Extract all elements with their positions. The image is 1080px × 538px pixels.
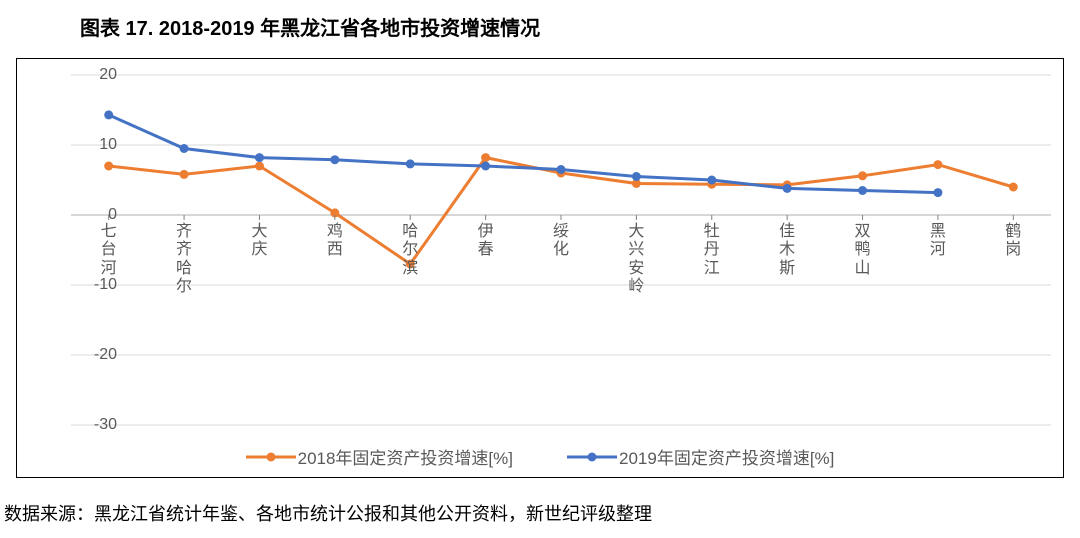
- series-marker: [707, 176, 716, 185]
- x-tick-label: 哈尔滨: [400, 223, 420, 278]
- y-tick-label: -20: [77, 346, 117, 364]
- series-marker: [1009, 183, 1018, 192]
- chart-frame: -30-20-1001020 七台河齐齐哈尔大庆鸡西哈尔滨伊春绥化大兴安岭牡丹江…: [16, 58, 1064, 478]
- series-marker: [481, 153, 490, 162]
- series-marker: [104, 110, 113, 119]
- series-marker: [858, 186, 867, 195]
- series-marker: [858, 171, 867, 180]
- legend: 2018年固定资产投资增速[%] 2019年固定资产投资增速[%]: [17, 444, 1063, 469]
- legend-label: 2019年固定资产投资增速[%]: [619, 444, 834, 469]
- x-tick-label: 黑河: [928, 223, 948, 260]
- series-marker: [180, 144, 189, 153]
- series-marker: [933, 160, 942, 169]
- y-tick-label: -30: [77, 416, 117, 434]
- legend-item: 2019年固定资产投资增速[%]: [567, 444, 834, 469]
- x-tick-label: 佳木斯: [777, 223, 797, 278]
- chart-title: 图表 17. 2018-2019 年黑龙江省各地市投资增速情况: [80, 12, 540, 41]
- series-marker: [481, 162, 490, 171]
- plot-area: -30-20-1001020 七台河齐齐哈尔大庆鸡西哈尔滨伊春绥化大兴安岭牡丹江…: [71, 75, 1051, 425]
- y-tick-label: 0: [77, 206, 117, 224]
- legend-item: 2018年固定资产投资增速[%]: [246, 444, 513, 469]
- x-tick-label: 伊春: [476, 223, 496, 260]
- x-tick-label: 齐齐哈尔: [174, 223, 194, 297]
- series-marker: [406, 159, 415, 168]
- series-marker: [255, 162, 264, 171]
- x-tick-label: 鸡西: [325, 223, 345, 260]
- series-marker: [783, 184, 792, 193]
- series-marker: [330, 155, 339, 164]
- x-tick-label: 绥化: [551, 223, 571, 260]
- x-tick-label: 鹤岗: [1003, 223, 1023, 260]
- x-tick-label: 牡丹江: [702, 223, 722, 278]
- x-tick-label: 大庆: [249, 223, 269, 260]
- series-marker: [933, 188, 942, 197]
- series-marker: [104, 162, 113, 171]
- y-tick-label: 10: [77, 136, 117, 154]
- series-marker: [632, 172, 641, 181]
- legend-marker: [567, 450, 617, 464]
- legend-marker: [246, 450, 296, 464]
- series-marker: [180, 170, 189, 179]
- series-marker: [557, 165, 566, 174]
- data-source: 数据来源：黑龙江省统计年鉴、各地市统计公报和其他公开资料，新世纪评级整理: [4, 500, 652, 526]
- legend-label: 2018年固定资产投资增速[%]: [298, 444, 513, 469]
- x-tick-label: 七台河: [99, 223, 119, 278]
- x-tick-label: 双鸭山: [853, 223, 873, 278]
- y-tick-label: 20: [77, 66, 117, 84]
- series-marker: [255, 153, 264, 162]
- x-tick-label: 大兴安岭: [626, 223, 646, 297]
